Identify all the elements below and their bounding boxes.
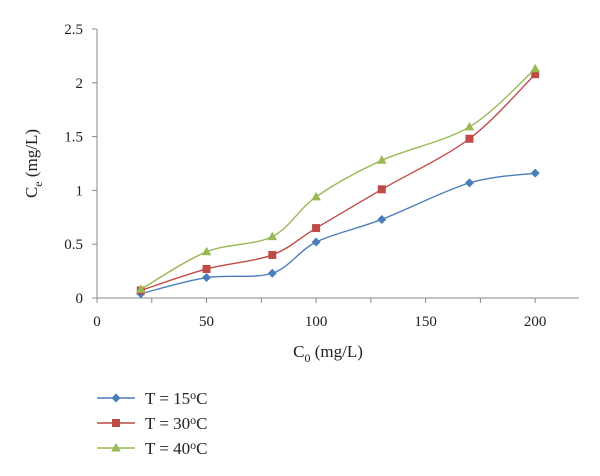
x-axis-title: C0 (mg/L) — [293, 342, 363, 365]
x-tick-label: 200 — [524, 314, 547, 330]
series-3-point — [201, 246, 212, 256]
x-tick-label: 150 — [414, 314, 437, 330]
series-3-line — [140, 68, 536, 290]
series-1-point — [202, 273, 212, 283]
y-axis-title: Ce (mg/L) — [22, 129, 45, 198]
y-tick-label: 0 — [76, 291, 84, 307]
series-2-point — [312, 224, 321, 233]
y-tick-label: 1.5 — [64, 130, 83, 146]
series-1-point — [311, 237, 321, 247]
series-3-point — [464, 121, 475, 131]
legend-marker — [111, 443, 121, 452]
series-2-point — [202, 264, 211, 273]
series-1-point — [464, 178, 474, 188]
x-tick-label: 50 — [199, 314, 214, 330]
y-tick-label: 1 — [76, 183, 84, 199]
y-tick-label: 0.5 — [64, 237, 83, 253]
legend-label: T = 30oC — [145, 413, 208, 433]
series-2-point — [268, 250, 277, 259]
series-2-point — [465, 134, 474, 143]
legend-label: T = 15oC — [145, 388, 208, 408]
legend-label: T = 40oC — [145, 438, 208, 458]
series-2-point — [377, 185, 386, 194]
y-tick-label: 2 — [76, 76, 84, 92]
x-tick-label: 0 — [93, 314, 101, 330]
series-3-point — [530, 63, 540, 73]
series-3-point — [136, 284, 146, 293]
series-1-line — [140, 172, 536, 295]
series-3-point — [311, 191, 321, 201]
series-1-point — [377, 214, 387, 224]
series-1-point — [530, 168, 540, 178]
legend-marker — [112, 419, 120, 427]
series-3-point — [377, 155, 387, 164]
series-2-point — [531, 70, 540, 79]
legend-marker — [111, 393, 121, 403]
series-1-point — [267, 268, 277, 278]
x-tick-label: 100 — [305, 314, 328, 330]
y-tick-label: 2.5 — [64, 22, 83, 38]
series-3-point — [267, 231, 278, 241]
